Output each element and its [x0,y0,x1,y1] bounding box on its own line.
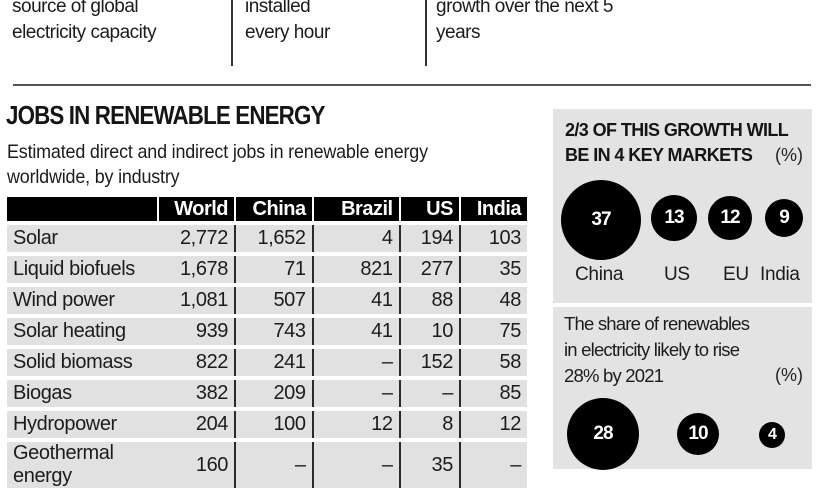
label-china: China [575,264,624,285]
table-header: World China Brazil US India [7,197,527,223]
label-india: India [760,264,800,285]
table-row: Liquid biofuels 1,678 71 821 277 35 [7,252,527,285]
bubble-share-2: 10 [677,413,719,455]
cell-industry: Solar [7,221,159,254]
cell-industry: Solid biomass [7,345,159,378]
cell-brazil: 41 [311,314,400,347]
cell-brazil: – [311,438,400,488]
cell-brazil: 4 [311,221,400,254]
col-brazil: Brazil [311,197,400,223]
panel-divider [553,303,812,307]
table-row: Geothermal energy 160– –35– [7,438,527,488]
table-row: Solid biomass 822 241–152 58 [7,345,527,378]
cell-india: 48 [458,283,527,316]
cell-industry: Biogas [7,376,159,409]
cell-brazil: 821 [311,252,400,285]
col-us: US [398,197,460,223]
label-us: US [664,264,690,285]
cell-china: 100 [234,407,313,440]
cell-brazil: 41 [311,283,400,316]
cell-us: 10 [398,314,460,347]
cell-world: 160 [158,438,236,488]
col-china: China [234,197,313,223]
cell-world: 1,081 [158,283,236,316]
bubble-share-1: 28 [567,398,639,470]
cell-china: 1,652 [234,221,313,254]
cell-india: – [458,438,527,488]
growth-unit: (%) [775,145,803,165]
cell-industry: Wind power [7,283,159,316]
cell-india: 58 [458,345,527,378]
divider [231,0,233,66]
cell-us: 152 [398,345,460,378]
table-row: Wind power 1,081 507 41 88 48 [7,283,527,316]
bubble-share-3: 4 [759,422,785,448]
cell-world: 2,772 [158,221,236,254]
cell-us: 88 [398,283,460,316]
col-industry [7,197,158,223]
bubble-india: 9 [765,199,803,237]
divider [425,0,427,66]
cell-industry: Solar heating [7,314,159,347]
cell-india: 85 [458,376,527,409]
fact-installed-hourly: installed every hour [245,0,330,43]
cell-us: 35 [398,438,460,488]
cell-industry: Hydropower [7,407,159,440]
renewables-share-title: The share of renewables in electricity l… [564,313,750,386]
growth-markets-title: 2/3 OF THIS GROWTH WILL BE IN 4 KEY MARK… [565,120,788,165]
cell-china: 507 [234,283,313,316]
jobs-subtitle: Estimated direct and indirect jobs in re… [7,141,428,188]
jobs-title: JOBS IN RENEWABLE ENERGY [6,100,325,130]
table-row: Biogas 382 209– –85 [7,376,527,409]
label-eu: EU [723,264,749,285]
table-row: Solar heating 939 743 41 10 75 [7,314,527,347]
cell-china: 241 [234,345,313,378]
cell-china: 743 [234,314,313,347]
cell-us: 194 [398,221,460,254]
cell-india: 12 [458,407,527,440]
col-india: India [458,197,527,223]
cell-china: 209 [234,376,313,409]
cell-brazil: 12 [311,407,400,440]
cell-world: 939 [158,314,236,347]
bubble-us: 13 [651,195,697,241]
cell-industry: Geothermal energy [7,438,159,488]
cell-world: 1,678 [158,252,236,285]
cell-us: – [398,376,460,409]
cell-us: 277 [398,252,460,285]
fact-capacity-source: source of global electricity capacity [12,0,157,43]
section-rule [13,84,811,86]
jobs-table: World China Brazil US India Solar 2,772 1,… [7,197,527,488]
cell-brazil: – [311,376,400,409]
table-row: Solar 2,772 1,652 4 194 103 [7,221,527,254]
cell-world: 204 [158,407,236,440]
cell-china: 71 [234,252,313,285]
col-world: World [157,197,236,223]
cell-india: 35 [458,252,527,285]
bubble-eu: 12 [708,196,752,240]
cell-world: 822 [158,345,236,378]
fact-growth: growth over the next 5 years [436,0,614,43]
table-row: Hydropower 204 100 12 8 12 [7,407,527,440]
cell-china: – [234,438,313,488]
cell-world: 382 [158,376,236,409]
cell-india: 103 [458,221,527,254]
cell-industry: Liquid biofuels [7,252,159,285]
bubble-china: 37 [561,180,641,260]
cell-us: 8 [398,407,460,440]
renewables-unit: (%) [775,365,803,385]
cell-brazil: – [311,345,400,378]
cell-india: 75 [458,314,527,347]
